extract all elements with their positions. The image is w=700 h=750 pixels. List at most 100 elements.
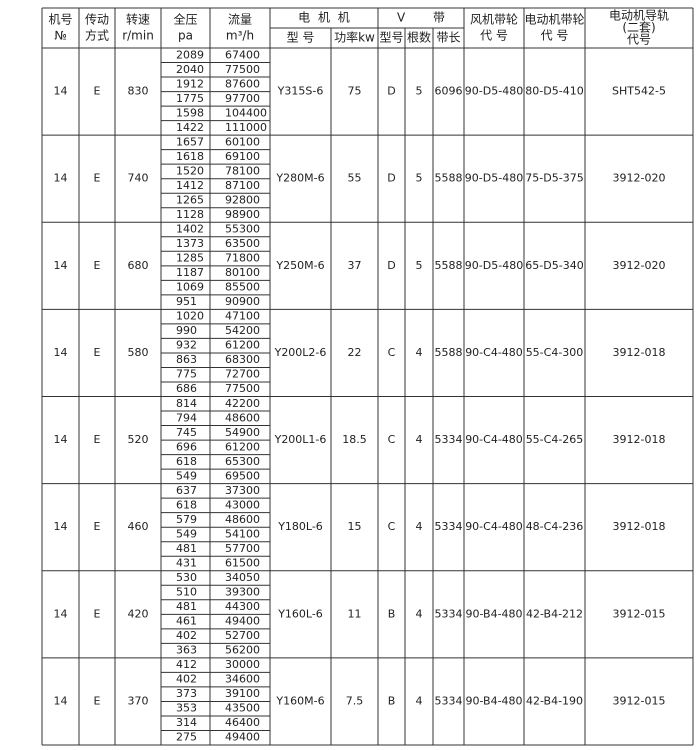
cell-text: 14	[54, 607, 68, 620]
flow-cell: 48600	[225, 411, 260, 424]
cell-text: 740	[128, 172, 149, 185]
cell-text: Y200L1-6	[274, 433, 327, 446]
header-text: 流量	[228, 13, 252, 27]
flow-cell: 56200	[225, 644, 260, 657]
flow-cell: 90900	[225, 295, 260, 308]
flow-cell: 68300	[225, 353, 260, 366]
header-text: m³/h	[226, 29, 254, 43]
pressure-cell: 314	[176, 716, 197, 729]
cell-text: Y200L2-6	[274, 346, 327, 359]
flow-cell: 98900	[225, 208, 260, 221]
pressure-cell: 1402	[176, 223, 204, 236]
pressure-cell: 1128	[176, 208, 204, 221]
flow-cell: 44300	[225, 600, 260, 613]
header-text: (二套)	[622, 21, 655, 35]
header-text: 功率kw	[334, 30, 375, 45]
pressure-cell: 510	[176, 586, 197, 599]
pressure-cell: 579	[176, 513, 197, 526]
pressure-cell: 1069	[176, 281, 204, 294]
cell-text: 4	[416, 607, 423, 620]
header-text: 型 号	[287, 31, 315, 45]
header-text: 根数	[407, 30, 431, 45]
pressure-cell: 481	[176, 600, 197, 613]
cell-text: 14	[54, 85, 68, 98]
cell-text: 3912-018	[613, 346, 666, 359]
pressure-cell: 1657	[176, 135, 204, 148]
pressure-cell: 2040	[176, 63, 204, 76]
flow-cell: 37300	[225, 484, 260, 497]
pressure-cell: 1373	[176, 237, 204, 250]
pressure-cell: 745	[176, 426, 197, 439]
pressure-cell: 1520	[176, 164, 204, 177]
cell-text: 18.5	[342, 433, 367, 446]
cell-text: 460	[128, 520, 149, 533]
pressure-cell: 990	[176, 324, 197, 337]
cell-text: 55-C4-300	[526, 346, 584, 359]
cell-text: 5588	[435, 346, 463, 359]
header-text: №	[54, 29, 66, 43]
header-text: 机号	[48, 13, 72, 27]
cell-text: E	[94, 85, 101, 98]
pressure-cell: 618	[176, 455, 197, 468]
cell-text: E	[94, 172, 101, 185]
cell-text: E	[94, 694, 101, 707]
cell-text: 90-C4-480	[465, 433, 523, 446]
cell-text: 14	[54, 520, 68, 533]
cell-text: 3912-020	[613, 259, 666, 272]
cell-text: Y180L-6	[277, 520, 323, 533]
flow-cell: 49400	[225, 731, 260, 744]
pressure-cell: 696	[176, 440, 197, 453]
flow-cell: 72700	[225, 368, 260, 381]
pressure-cell: 402	[176, 629, 197, 642]
cell-text: 3912-018	[613, 433, 666, 446]
cell-text: 680	[128, 259, 149, 272]
cell-text: 75	[348, 85, 362, 98]
cell-text: 14	[54, 259, 68, 272]
cell-text: 3912-020	[613, 172, 666, 185]
flow-cell: 39100	[225, 687, 260, 700]
flow-cell: 57700	[225, 542, 260, 555]
cell-text: 7.5	[346, 694, 364, 707]
cell-text: 90-D5-480	[465, 85, 523, 98]
header-text: 代 号	[541, 29, 569, 43]
cell-text: 5588	[435, 259, 463, 272]
cell-text: B	[388, 694, 396, 707]
cell-text: 55-C4-265	[526, 433, 584, 446]
flow-cell: 85500	[225, 281, 260, 294]
flow-cell: 47100	[225, 310, 260, 323]
pressure-cell: 618	[176, 498, 197, 511]
cell-text: 4	[416, 433, 423, 446]
flow-cell: 77500	[225, 63, 260, 76]
cell-text: 420	[128, 607, 149, 620]
pressure-cell: 1618	[176, 150, 204, 163]
cell-text: E	[94, 346, 101, 359]
flow-cell: 54900	[225, 426, 260, 439]
flow-cell: 54100	[225, 527, 260, 540]
cell-text: 11	[348, 607, 362, 620]
header-text: 带长	[436, 31, 460, 45]
cell-text: 75-D5-375	[525, 172, 583, 185]
flow-cell: 60100	[225, 135, 260, 148]
header-text: 电动机导轨	[609, 9, 669, 23]
cell-text: 14	[54, 346, 68, 359]
cell-text: 3912-015	[613, 607, 666, 620]
header-text: 电 机 机	[298, 11, 350, 25]
cell-text: E	[94, 607, 101, 620]
header-text: 传动	[85, 12, 109, 27]
cell-text: 90-B4-480	[465, 694, 522, 707]
flow-cell: 30000	[225, 658, 260, 671]
cell-text: C	[388, 346, 396, 359]
cell-text: E	[94, 259, 101, 272]
pressure-cell: 863	[176, 353, 197, 366]
header-text: 全压	[173, 12, 197, 27]
pressure-cell: 1265	[176, 193, 204, 206]
cell-text: SHT542-5	[612, 85, 666, 98]
cell-text: 5334	[435, 607, 463, 620]
cell-text: 5	[416, 172, 423, 185]
flow-cell: 34050	[225, 571, 260, 584]
pressure-cell: 275	[176, 731, 197, 744]
flow-cell: 55300	[225, 223, 260, 236]
cell-text: 580	[128, 346, 149, 359]
cell-text: 90-B4-480	[465, 607, 522, 620]
